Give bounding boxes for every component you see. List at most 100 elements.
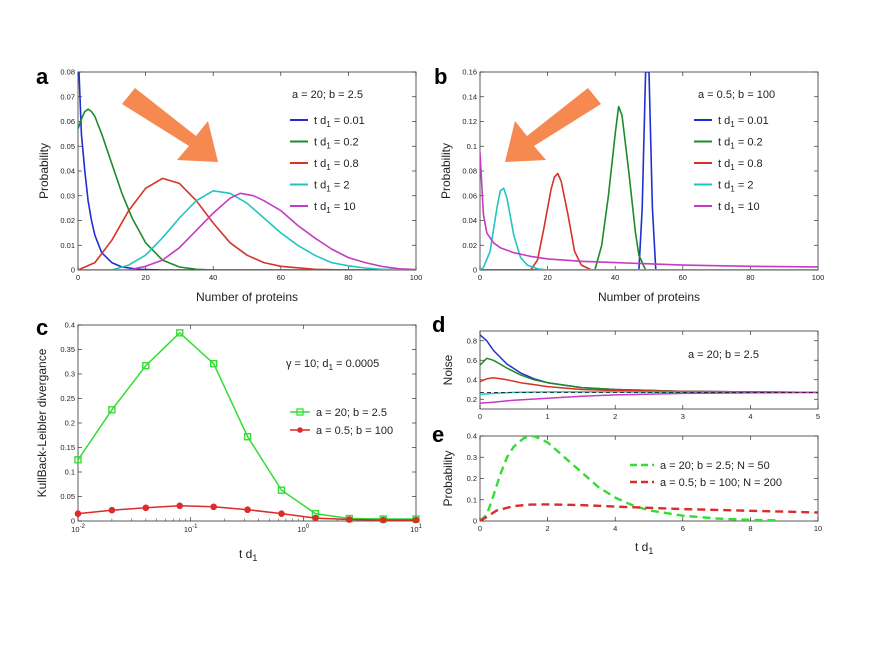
panel-c-xtick-label: 10-1 [184,524,198,534]
panel-b-xtick-label: 80 [746,273,754,282]
panel-a-series-line-1 [78,72,416,270]
panel-a-legend-label: t d1 = 2 [314,180,349,194]
panel-e-series-line-2 [480,503,818,521]
panel-c-data-point [142,504,150,512]
panel-a-legend-label: t d1 = 10 [314,201,356,215]
panel-a-trend-arrow [122,88,218,162]
panel-c-data-point [176,329,184,337]
panel-b-annotation: a = 0.5; b = 100 [698,89,775,101]
panel-a-xtick-label: 100 [410,273,423,282]
panel-c-data-point [379,516,387,524]
panel-d-xtick-label: 1 [546,412,550,421]
panel-b-ytick-label: 0.04 [462,216,477,225]
panel-e-chart: 0 2 4 6 8 10 0 0.1 0.2 0.3 0.4 t d1 Probability a = 2… [441,432,822,557]
panel-c-frame [77,324,417,522]
panel-c-data-point [412,516,420,524]
panel-c-xtick-label: 100 [297,524,309,534]
panel-d-ytick-label: 0.4 [467,375,477,384]
panel-e-ylabel: Probability [441,450,455,506]
panel-label-e: e [432,422,444,447]
panel-d-ytick-label: 0.2 [467,395,477,404]
panel-c-xlabel: t d1 [239,547,257,563]
panel-c-ytick-label: 0.3 [65,370,75,379]
panel-d-xtick-label: 0 [478,412,482,421]
panel-c-ytick-label: 0.15 [60,443,75,452]
panel-e-ytick-label: 0.4 [467,432,477,441]
panel-e-series-line-1 [480,436,778,521]
panel-e-xtick-label: 10 [814,524,822,533]
panel-a-series-line-3 [78,177,416,270]
panel-a-annotation: a = 20; b = 2.5 [292,89,363,101]
panel-b-series-line-1 [480,72,818,270]
panel-c-ylabel: KullBack-Leibler divergance [35,348,49,497]
panel-e-xtick-label: 8 [748,524,752,533]
panel-a-ytick-label: 0.08 [60,68,75,77]
panel-b-series-line-5 [480,152,818,268]
panel-c-data-point [346,516,353,523]
panel-a-ytick-label: 0 [71,266,75,275]
panel-e-xlabel: t d1 [635,540,653,556]
panel-c-legend-marker [297,427,303,433]
panel-e-ytick-label: 0.1 [467,495,477,504]
panel-c-data-point [108,406,116,414]
panel-c-legend-label: a = 0.5; b = 100 [316,425,393,437]
panel-a-xtick-label: 20 [141,273,149,282]
panel-b-legend-label: t d1 = 2 [718,180,753,194]
panel-c-ytick-label: 0.05 [60,492,75,501]
panel-b-ytick-label: 0.06 [462,191,477,200]
panel-b-series-line-4 [480,187,818,270]
panel-b-xtick-label: 40 [611,273,619,282]
panel-a-series-line-4 [78,190,416,270]
panel-label-c: c [36,315,48,340]
panel-b-ytick-label: 0.08 [462,167,477,176]
panel-a-xtick-label: 60 [277,273,285,282]
panel-a-legend-label: t d1 = 0.2 [314,137,359,151]
panel-d-xtick-label: 4 [748,412,752,421]
panel-a-ytick-label: 0.07 [60,92,75,101]
panel-c-legend-marker [296,408,304,416]
panel-a-ylabel: Probability [37,143,51,199]
panel-c-annotation: γ = 10; d1 = 0.0005 [286,358,379,372]
panel-c-ytick-label: 0 [71,517,75,526]
panel-a-ytick-label: 0.02 [60,216,75,225]
panel-a-series-line-5 [78,192,416,270]
panel-b-xtick-label: 60 [679,273,687,282]
panel-d-xtick-label: 5 [816,412,820,421]
panel-c-data-point [278,510,285,517]
panel-a-ytick-label: 0.05 [60,142,75,151]
panel-e-legend-label: a = 0.5; b = 100; N = 200 [660,477,782,489]
panel-a-xtick-label: 80 [344,273,352,282]
panel-c-ytick-label: 0.35 [60,345,75,354]
panel-a-ytick-label: 0.04 [60,167,75,176]
panel-b-xlabel: Number of proteins [598,290,700,304]
panel-b-ytick-label: 0.16 [462,68,477,77]
panel-label-a: a [36,64,49,89]
panel-c-data-point [74,456,82,464]
panel-e-ytick-label: 0.2 [467,474,477,483]
panel-c-ytick-label: 0.4 [65,321,75,330]
panel-c-data-point [176,502,184,510]
panel-d-series-line-3 [480,377,818,394]
panel-b-ylabel: Probability [439,143,453,199]
panel-b-ytick-label: 0.1 [467,142,477,151]
panel-a-xtick-label: 0 [76,273,80,282]
panel-c-ytick-label: 0.2 [65,419,75,428]
panel-d-ylabel: Noise [441,354,455,385]
panel-a-legend-label: t d1 = 0.8 [314,158,359,172]
panel-d-chart: 0 1 2 3 4 5 0.2 0.4 0.6 0.8 Noise a = 20; b = 2.5 [441,330,820,421]
panel-c-data-point [209,360,218,368]
panel-b-legend-label: t d1 = 0.01 [718,115,769,129]
panel-e-ytick-label: 0 [473,517,477,526]
panel-a-legend-label: t d1 = 0.01 [314,115,365,129]
panel-d-ytick-label: 0.6 [467,356,477,365]
panel-b-xtick-label: 0 [478,273,482,282]
panel-c-data-point [108,506,116,514]
panel-c-data-point [210,503,217,511]
panel-d-xtick-label: 3 [681,412,685,421]
panel-c-data-point [142,361,150,370]
panel-b-legend-label: t d1 = 0.8 [718,158,763,172]
panel-c-ytick-label: 0.1 [65,468,75,477]
panel-c-data-point [277,486,286,494]
panel-d-series-line-5 [480,391,818,404]
